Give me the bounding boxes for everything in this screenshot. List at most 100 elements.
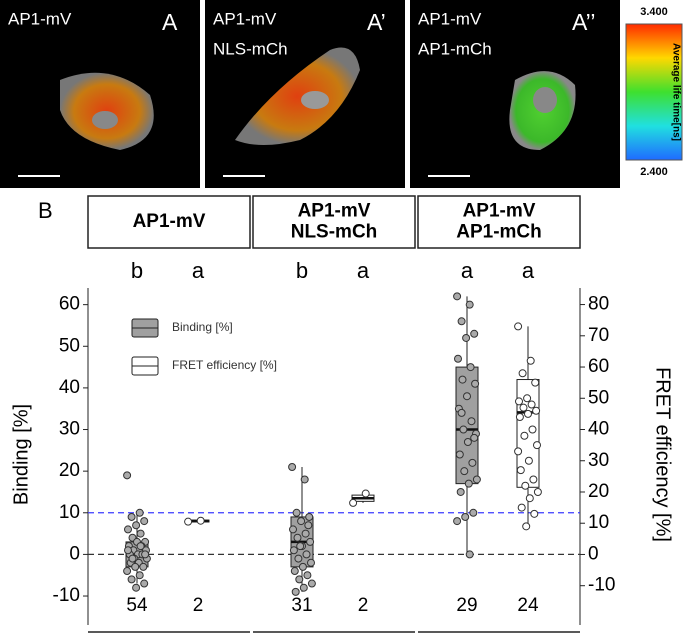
data-point: [471, 379, 480, 388]
colorbar-title: Average life time[ns]: [670, 43, 681, 141]
data-point: [304, 521, 313, 530]
sample-size: 31: [291, 595, 312, 616]
facet-title: NLS-mCh: [291, 222, 378, 243]
data-point: [524, 456, 533, 465]
y-tick-label: -10: [53, 585, 80, 606]
data-point: [455, 450, 464, 459]
y2-tick-label: 70: [588, 325, 609, 346]
y2-tick-label: 80: [588, 294, 609, 315]
significance-letter: a: [522, 258, 535, 283]
data-point: [123, 471, 132, 480]
data-point: [529, 475, 538, 484]
data-point: [302, 550, 311, 559]
y-tick-label: 40: [59, 377, 80, 398]
data-point: [361, 489, 370, 498]
facet-title: AP1-mCh: [456, 222, 542, 243]
sample-size: 24: [517, 595, 539, 616]
panel-label: A’’: [572, 9, 595, 35]
data-point: [525, 494, 534, 503]
data-point: [514, 447, 523, 456]
panel-label: A’: [367, 9, 386, 35]
data-point: [292, 508, 301, 517]
data-point: [307, 579, 316, 588]
data-point: [293, 533, 302, 542]
data-point: [530, 509, 539, 518]
data-point: [472, 475, 481, 484]
y2-tick-label: 10: [588, 512, 609, 533]
data-point: [297, 517, 306, 526]
data-point: [463, 438, 472, 447]
data-point: [468, 458, 477, 467]
data-point: [124, 525, 132, 534]
data-point: [349, 498, 358, 507]
data-point: [457, 408, 466, 417]
sample-size: 29: [456, 595, 477, 616]
sample-size: 54: [126, 595, 148, 616]
data-point: [127, 512, 136, 521]
data-point: [515, 413, 524, 422]
panel-caption: AP1-mV: [8, 9, 72, 28]
data-point: [458, 375, 467, 384]
y2-axis-title: FRET efficiency [%]: [652, 367, 674, 542]
data-point: [303, 571, 312, 580]
data-point: [135, 571, 144, 580]
data-point: [526, 356, 535, 365]
data-point: [459, 425, 468, 434]
y-tick-label: 50: [59, 335, 80, 356]
data-point: [522, 522, 531, 531]
data-point: [456, 487, 465, 496]
panel-caption: AP1-mCh: [418, 39, 492, 58]
data-point: [135, 508, 144, 517]
panel-label: A: [162, 9, 178, 35]
data-point: [296, 542, 305, 551]
data-point: [294, 554, 303, 563]
colorbar-max: 3.400: [640, 6, 668, 18]
y2-tick-label: 50: [588, 387, 609, 408]
legend-label: Binding [%]: [172, 320, 233, 334]
data-point: [467, 417, 476, 426]
panel-caption: AP1-mV: [418, 9, 482, 28]
y2-tick-label: -10: [588, 575, 615, 596]
y2-tick-label: 0: [588, 543, 599, 564]
y-tick-label: 60: [59, 294, 80, 315]
data-point: [307, 558, 315, 567]
facet-header: [417, 195, 581, 249]
nucleus: [533, 87, 557, 113]
significance-letter: a: [357, 258, 370, 283]
panel-label: B: [38, 198, 53, 223]
data-point: [299, 583, 308, 592]
significance-letter: a: [192, 258, 205, 283]
data-point: [306, 537, 315, 546]
data-point: [131, 562, 140, 571]
data-point: [470, 329, 479, 338]
sample-size: 2: [193, 595, 204, 616]
data-point: [453, 292, 462, 301]
facet-header: [87, 195, 251, 249]
data-point: [465, 300, 474, 309]
data-point: [132, 521, 141, 530]
sample-size: 2: [358, 595, 369, 616]
significance-letter: b: [131, 258, 143, 283]
data-point: [123, 567, 132, 576]
data-point: [466, 363, 475, 372]
data-point: [524, 409, 532, 418]
data-point: [132, 583, 141, 592]
colorbar-min: 2.400: [640, 166, 668, 178]
data-point: [305, 512, 314, 521]
data-point: [514, 322, 523, 331]
data-point: [460, 467, 469, 476]
data-point: [136, 529, 145, 538]
data-point: [531, 378, 540, 387]
facet-title: AP1-mV: [298, 201, 371, 222]
data-point: [136, 542, 145, 551]
y-tick-label: 30: [59, 419, 80, 440]
data-point: [462, 333, 471, 342]
data-point: [298, 562, 307, 571]
y-tick-label: 0: [69, 543, 80, 564]
y-tick-label: 20: [59, 460, 80, 481]
data-point: [140, 579, 149, 588]
data-point: [453, 517, 462, 526]
data-point: [533, 441, 541, 450]
data-point: [141, 550, 150, 559]
